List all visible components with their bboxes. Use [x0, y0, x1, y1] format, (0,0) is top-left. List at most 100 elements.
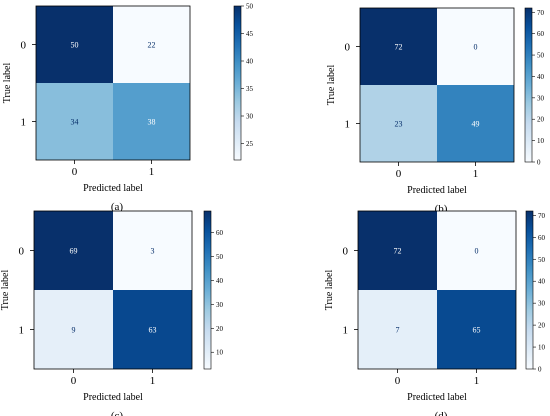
colorbar-tick-label: 0	[537, 159, 541, 167]
colorbar-tick-label: 20	[537, 116, 545, 124]
matrix-cell	[113, 290, 192, 369]
matrix-cell	[34, 211, 113, 290]
cell-value-label: 7	[396, 326, 400, 335]
matrix-cell	[113, 211, 192, 290]
matrix-cell	[34, 290, 113, 369]
plot-frame	[359, 7, 515, 163]
x-tick-label: 1	[150, 375, 156, 387]
x-axis-label: Predicted label	[83, 392, 143, 403]
x-axis-label: Predicted label	[83, 183, 143, 194]
y-tick-label: 0	[343, 246, 349, 258]
colorbar-tick-label: 10	[538, 344, 546, 352]
plot-frame	[33, 210, 193, 370]
matrix-cell	[358, 211, 437, 290]
matrix-cell	[113, 6, 190, 83]
cell-value-label: 3	[151, 247, 155, 256]
colorbar-tick-label: 30	[216, 301, 224, 309]
matrix-cell	[113, 83, 190, 160]
x-axis-label: Predicted label	[407, 392, 467, 403]
matrix-cell	[437, 211, 516, 290]
cell-value-label: 0	[474, 43, 478, 52]
matrix-cell	[437, 8, 514, 85]
cell-value-label: 23	[395, 120, 403, 129]
cell-value-label: 22	[148, 41, 156, 50]
y-axis-label: True label	[324, 270, 335, 311]
colorbar-tick-label: 60	[216, 229, 224, 237]
cell-value-label: 63	[149, 326, 157, 335]
y-axis-label: True label	[326, 65, 337, 106]
colorbar-tick-label: 10	[216, 349, 224, 357]
x-tick-label: 1	[149, 166, 155, 178]
x-tick-label: 1	[473, 168, 479, 180]
colorbar-tick-label: 10	[537, 137, 545, 145]
colorbar-tick-label: 0	[538, 366, 542, 374]
panel-label: (a)	[111, 201, 124, 213]
panel-label: (d)	[435, 410, 448, 416]
x-tick-label: 1	[474, 375, 480, 387]
colorbar-tick-label: 70	[538, 212, 546, 220]
matrix-cell	[437, 290, 516, 369]
colorbar-tick-label: 70	[537, 9, 545, 17]
matrix-cell	[36, 83, 113, 160]
cell-value-label: 9	[72, 326, 76, 335]
x-tick-label: 0	[72, 166, 78, 178]
plot-frame	[35, 5, 191, 161]
colorbar-tick-label: 20	[538, 322, 546, 330]
y-tick-label: 1	[343, 325, 349, 337]
cell-value-label: 38	[148, 118, 156, 127]
cell-value-label: 65	[473, 326, 481, 335]
colorbar-tick-label: 50	[537, 52, 545, 60]
colorbar-tick-label: 50	[216, 253, 224, 261]
colorbar-tick-label: 30	[538, 300, 546, 308]
colorbar-tick-label: 45	[246, 30, 254, 38]
colorbar-tick-label: 35	[246, 85, 254, 93]
colorbar	[203, 210, 212, 370]
y-axis-label: True label	[2, 63, 13, 104]
colorbar-tick-label: 30	[537, 94, 545, 102]
cell-value-label: 34	[71, 118, 79, 127]
x-tick-label: 0	[71, 375, 77, 387]
matrix-cell	[36, 6, 113, 83]
matrix-cell	[360, 85, 437, 162]
cell-value-label: 72	[394, 247, 402, 256]
colorbar-tick-label: 40	[246, 58, 254, 66]
y-tick-label: 1	[345, 119, 351, 131]
confusion-matrix-panel: 50 22 34 38 0 1 0 1 Predicted label True label (a)…	[2, 3, 254, 214]
colorbar	[525, 210, 534, 370]
cell-value-label: 69	[70, 247, 78, 256]
matrix-cell	[358, 290, 437, 369]
colorbar-tick-label: 60	[537, 30, 545, 38]
colorbar-tick-label: 20	[216, 325, 224, 333]
colorbar-tick-label: 40	[537, 73, 545, 81]
colorbar-tick-label: 40	[538, 278, 546, 286]
colorbar-tick-label: 50	[538, 256, 546, 264]
panel-label: (c)	[111, 410, 124, 416]
y-tick-label: 0	[345, 42, 351, 54]
x-tick-label: 0	[395, 375, 401, 387]
x-axis-label: Predicted label	[407, 185, 467, 196]
x-tick-label: 0	[396, 168, 402, 180]
cell-value-label: 50	[71, 41, 79, 50]
y-tick-label: 0	[19, 246, 25, 258]
colorbar-tick-label: 30	[246, 113, 254, 121]
cell-value-label: 72	[395, 43, 403, 52]
colorbar	[524, 7, 533, 163]
matrix-cell	[437, 85, 514, 162]
cell-value-label: 49	[472, 120, 480, 129]
colorbar-tick-label: 40	[216, 277, 224, 285]
cell-value-label: 0	[475, 247, 479, 256]
matrix-cell	[360, 8, 437, 85]
y-axis-label: True label	[0, 270, 11, 311]
plot-frame	[357, 210, 517, 370]
colorbar	[233, 5, 242, 161]
colorbar-tick-label: 25	[246, 140, 254, 148]
colorbar-tick-label: 60	[538, 234, 546, 242]
y-tick-label: 1	[21, 117, 27, 129]
colorbar-tick-label: 50	[246, 3, 254, 11]
y-tick-label: 1	[19, 325, 25, 337]
y-tick-label: 0	[21, 40, 27, 52]
